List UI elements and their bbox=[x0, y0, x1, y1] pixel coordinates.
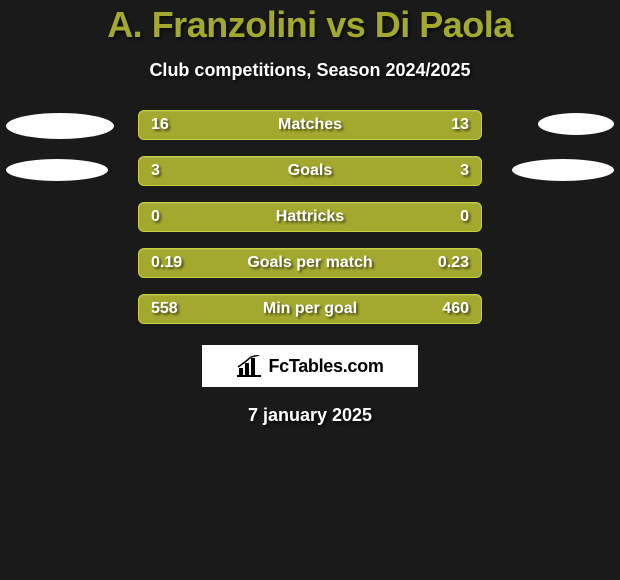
stat-label: Goals bbox=[139, 162, 481, 180]
decor-ellipse bbox=[6, 113, 114, 139]
stat-bar: 16Matches13 bbox=[138, 110, 482, 140]
stat-value-right: 0.23 bbox=[438, 254, 469, 272]
stat-label: Matches bbox=[139, 116, 481, 134]
stat-row: 558Min per goal460 bbox=[0, 293, 620, 339]
stat-label: Hattricks bbox=[139, 208, 481, 226]
decor-ellipse bbox=[512, 159, 614, 181]
stat-row: 0.19Goals per match0.23 bbox=[0, 247, 620, 293]
stat-value-right: 0 bbox=[460, 208, 469, 226]
decor-ellipse bbox=[6, 159, 108, 181]
stat-row: 16Matches13 bbox=[0, 109, 620, 155]
comparison-widget: A. Franzolini vs Di Paola Club competiti… bbox=[0, 0, 620, 426]
stat-label: Goals per match bbox=[139, 254, 481, 272]
stat-row: 0Hattricks0 bbox=[0, 201, 620, 247]
page-title: A. Franzolini vs Di Paola bbox=[0, 4, 620, 46]
stat-bar: 558Min per goal460 bbox=[138, 294, 482, 324]
snapshot-date: 7 january 2025 bbox=[0, 405, 620, 426]
stat-value-right: 460 bbox=[442, 300, 469, 318]
brand-logo-box[interactable]: FcTables.com bbox=[202, 345, 418, 387]
subtitle: Club competitions, Season 2024/2025 bbox=[0, 60, 620, 81]
stat-bar: 3Goals3 bbox=[138, 156, 482, 186]
stat-bar: 0Hattricks0 bbox=[138, 202, 482, 232]
bar-chart-icon bbox=[236, 355, 262, 377]
stat-bar: 0.19Goals per match0.23 bbox=[138, 248, 482, 278]
stat-label: Min per goal bbox=[139, 300, 481, 318]
stat-row: 3Goals3 bbox=[0, 155, 620, 201]
stats-rows-container: 16Matches13 3Goals3 0Hattricks0 0.19Goals p… bbox=[0, 109, 620, 339]
stat-value-right: 3 bbox=[460, 162, 469, 180]
stat-value-right: 13 bbox=[451, 116, 469, 134]
brand-logo-text: FcTables.com bbox=[268, 356, 383, 377]
decor-ellipse bbox=[538, 113, 614, 135]
